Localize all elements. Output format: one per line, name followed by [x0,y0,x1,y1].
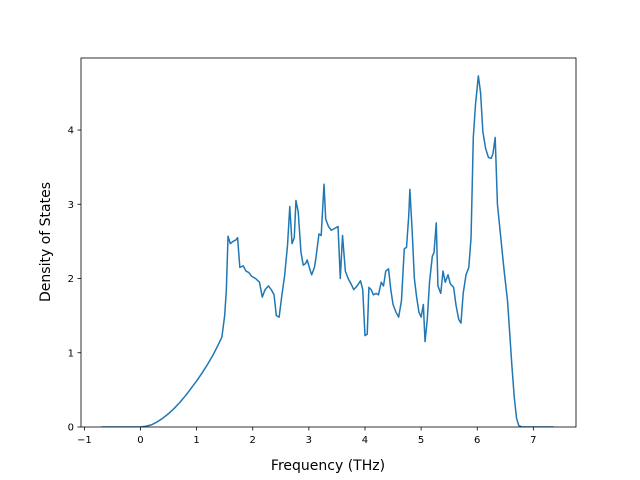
x-axis-title: Frequency (THz) [271,458,385,474]
y-tick-label: 0 [68,423,74,434]
x-tick-label: 4 [362,435,368,446]
plot-frame [80,57,577,428]
x-tick-label: 0 [137,435,143,446]
x-tick-label: 1 [193,435,199,446]
y-tick-label: 4 [68,126,74,137]
x-tick-label: 5 [418,435,424,446]
x-tick-label: 6 [474,435,480,446]
x-tick-label: 2 [250,435,256,446]
x-tick-label: 3 [306,435,312,446]
dos-series-line [101,75,554,427]
y-tick-label: 3 [68,200,74,211]
y-tick-label: 1 [68,348,74,359]
y-tick-label: 2 [68,274,74,285]
y-axis: 0 1 2 3 4 [68,126,81,434]
x-tick-label: 7 [530,435,536,446]
x-tick-label: −1 [77,435,92,446]
y-axis-title: Density of States [38,182,54,302]
x-axis: −1 0 1 2 3 4 5 6 7 [77,427,537,446]
plot-area [80,57,577,428]
